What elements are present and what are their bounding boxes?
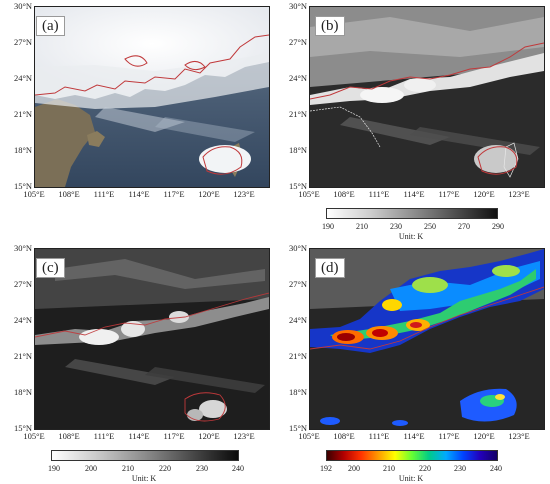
- lon-tick-label: 105°E: [298, 189, 320, 199]
- lat-tick-label: 21°N: [288, 351, 307, 361]
- colorbar-tick: 210: [122, 464, 134, 473]
- lat-tick-label: 15°N: [288, 423, 307, 433]
- colorbar-tick: 200: [348, 464, 360, 473]
- lon-tick-label: 114°E: [403, 189, 425, 199]
- lon-tick-label: 114°E: [128, 431, 150, 441]
- lat-tick-label: 18°N: [13, 387, 32, 397]
- lon-tick-label: 117°E: [163, 189, 185, 199]
- colorbar-gray: [326, 208, 498, 219]
- lat-tick-label: 30°N: [288, 243, 307, 253]
- lat-tick-label: 15°N: [288, 181, 307, 191]
- lat-tick-label: 15°N: [13, 181, 32, 191]
- colorbar-unit: Unit: K: [131, 474, 157, 483]
- lat-tick-label: 27°N: [288, 279, 307, 289]
- lat-tick-label: 27°N: [13, 279, 32, 289]
- lat-tick-label: 27°N: [288, 37, 307, 47]
- lon-tick-label: 108°E: [58, 189, 80, 199]
- lon-tick-label: 120°E: [473, 431, 495, 441]
- lon-tick-label: 123°E: [233, 431, 255, 441]
- lon-tick-label: 117°E: [163, 431, 185, 441]
- lat-tick-label: 24°N: [13, 73, 32, 83]
- satellite-image-true-color: [34, 6, 270, 188]
- colorbar-tick: 240: [232, 464, 244, 473]
- colorbar-gray: [51, 450, 239, 461]
- lon-tick-label: 123°E: [233, 189, 255, 199]
- panel-label: (c): [36, 258, 65, 278]
- colorbar-tick: 270: [458, 222, 470, 231]
- lat-tick-label: 30°N: [288, 1, 307, 11]
- colorbar-tick: 230: [390, 222, 402, 231]
- satellite-image-water-vapor: [34, 248, 270, 430]
- lon-tick-label: 105°E: [23, 431, 45, 441]
- panel-b: (b) 30°N 27°N 24°N 21°N 18°N 15°N 105°E …: [275, 0, 550, 242]
- lon-tick-label: 111°E: [368, 431, 390, 441]
- lon-tick-label: 111°E: [93, 189, 115, 199]
- lat-tick-label: 15°N: [13, 423, 32, 433]
- satellite-image-enhanced-infrared: [309, 248, 545, 430]
- colorbar-tick: 230: [196, 464, 208, 473]
- colorbar-tick: 250: [424, 222, 436, 231]
- colorbar-tick: 230: [454, 464, 466, 473]
- lat-tick-label: 30°N: [13, 1, 32, 11]
- satellite-image-infrared: [309, 6, 545, 188]
- lon-tick-label: 114°E: [128, 189, 150, 199]
- colorbar-unit: Unit: K: [398, 474, 424, 483]
- lon-tick-label: 108°E: [333, 189, 355, 199]
- colorbar-tick: 200: [85, 464, 97, 473]
- colorbar-tick: 190: [322, 222, 334, 231]
- lon-tick-label: 117°E: [438, 189, 460, 199]
- colorbar-tick: 210: [383, 464, 395, 473]
- lon-tick-label: 111°E: [368, 189, 390, 199]
- lon-tick-label: 123°E: [508, 431, 530, 441]
- panel-a: (a) 30°N 27°N 24°N 21°N 18°N 15°N 105°E …: [0, 0, 275, 242]
- lat-tick-label: 30°N: [13, 243, 32, 253]
- colorbar-tick: 190: [48, 464, 60, 473]
- colorbar-tick: 220: [159, 464, 171, 473]
- lon-tick-label: 123°E: [508, 189, 530, 199]
- panel-label: (a): [36, 16, 65, 36]
- lon-tick-label: 105°E: [23, 189, 45, 199]
- colorbar-tick: 240: [490, 464, 502, 473]
- lon-tick-label: 120°E: [198, 431, 220, 441]
- colorbar-tick: 192: [320, 464, 332, 473]
- lat-tick-label: 21°N: [288, 109, 307, 119]
- lat-tick-label: 24°N: [288, 315, 307, 325]
- lat-tick-label: 18°N: [288, 387, 307, 397]
- lon-tick-label: 120°E: [198, 189, 220, 199]
- lon-tick-label: 108°E: [333, 431, 355, 441]
- lat-tick-label: 24°N: [288, 73, 307, 83]
- colorbar-rainbow: [326, 450, 498, 461]
- colorbar-tick: 210: [356, 222, 368, 231]
- panel-label: (d): [315, 258, 345, 278]
- lon-tick-label: 117°E: [438, 431, 460, 441]
- panel-c: (c) 30°N 27°N 24°N 21°N 18°N 15°N 105°E …: [0, 242, 275, 484]
- lat-tick-label: 18°N: [13, 145, 32, 155]
- lon-tick-label: 114°E: [403, 431, 425, 441]
- colorbar-unit: Unit: K: [398, 232, 424, 241]
- lat-tick-label: 18°N: [288, 145, 307, 155]
- lon-tick-label: 120°E: [473, 189, 495, 199]
- panel-d: (d) 30°N 27°N 24°N 21°N 18°N 15°N 105°E …: [275, 242, 550, 484]
- lon-tick-label: 105°E: [298, 431, 320, 441]
- colorbar-tick: 290: [492, 222, 504, 231]
- lat-tick-label: 21°N: [13, 351, 32, 361]
- lat-tick-label: 27°N: [13, 37, 32, 47]
- lon-tick-label: 108°E: [58, 431, 80, 441]
- colorbar-tick: 220: [419, 464, 431, 473]
- lat-tick-label: 24°N: [13, 315, 32, 325]
- panel-label: (b): [315, 16, 345, 36]
- lat-tick-label: 21°N: [13, 109, 32, 119]
- lon-tick-label: 111°E: [93, 431, 115, 441]
